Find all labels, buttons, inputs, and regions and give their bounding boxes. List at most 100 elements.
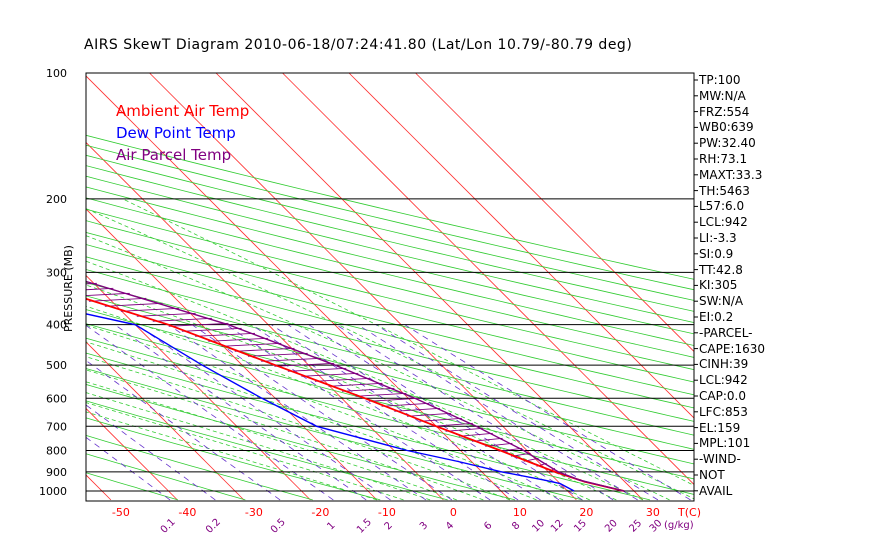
index-label: RH:73.1	[699, 152, 748, 166]
mixing-ratio-line	[335, 324, 614, 501]
moist-adiabat-line	[86, 305, 590, 501]
pressure-tick-label: 900	[46, 466, 67, 479]
cape-hatch-line	[86, 287, 114, 291]
index-label: KI:305	[699, 278, 738, 293]
dry-adiabat-line	[86, 453, 246, 501]
legend-parcel: Air Parcel Temp	[116, 146, 232, 164]
mixing-ratio-tick-label: 3	[418, 520, 430, 532]
bottom-temperature-tick-label: -50	[112, 506, 130, 519]
dry-adiabat-line	[86, 144, 694, 291]
cape-hatch-line	[287, 367, 347, 372]
index-label: LCL:942	[699, 215, 748, 230]
cape-hatch-line	[406, 412, 452, 417]
mixing-ratio-tick-label: 0.2	[204, 517, 223, 536]
cape-hatch-line	[0, 258, 11, 261]
isotherm-line	[149, 73, 577, 501]
mixing-ratio-tick-label: 12	[549, 518, 566, 535]
mixing-ratio-tick-label: 2	[383, 520, 395, 532]
series-line-air-parcel-temp	[86, 280, 625, 492]
mixing-ratio-line	[191, 324, 453, 501]
moist-adiabat-line	[86, 356, 511, 501]
mixing-ratio-line	[86, 436, 171, 501]
dry-adiabat-line	[86, 323, 694, 480]
bottom-temperature-tick-label: -30	[245, 506, 263, 519]
index-label: -PARCEL-	[699, 325, 753, 340]
cape-hatch-line	[152, 317, 213, 322]
bottom-temperature-tick-label: 30	[646, 506, 660, 519]
cape-hatch-line	[104, 302, 163, 307]
pressure-tick-label: 800	[46, 444, 67, 457]
index-label: -WIND-	[699, 452, 741, 467]
dry-adiabat-line	[86, 231, 694, 383]
pressure-tick-label: 200	[46, 193, 67, 206]
index-label: L57:6.0	[699, 199, 745, 214]
dry-adiabat-line	[86, 175, 694, 323]
index-label: MW:N/A	[699, 88, 746, 103]
cape-hatch-line	[394, 407, 441, 412]
index-label: SW:N/A	[699, 294, 744, 309]
legend-dewpoint: Dew Point Temp	[116, 124, 236, 142]
cape-hatch-line	[381, 402, 430, 407]
plot-frame	[85, 72, 695, 502]
index-label: FRZ:554	[699, 104, 750, 119]
dry-adiabat-line	[86, 165, 694, 312]
moist-adiabat-line	[86, 381, 457, 501]
moist-adiabat-line	[86, 260, 644, 501]
index-label: LI:-3.3	[699, 231, 737, 245]
mixing-ratio-tick-label: 20	[603, 518, 620, 535]
chart-title: AIRS SkewT Diagram 2010-06-18/07:24:41.8…	[84, 37, 633, 53]
isotherm-line	[86, 75, 511, 501]
moist-adiabat-line	[86, 208, 694, 500]
isotherm-line	[215, 73, 644, 501]
temperature-unit-label: T(C)	[677, 506, 701, 519]
index-label: WB0:639	[699, 120, 754, 135]
pressure-tick-label: 700	[46, 420, 67, 433]
y-axis-label: PRESSURE (MB)	[62, 245, 75, 332]
cape-hatch-line	[195, 332, 255, 337]
index-label: AVAIL	[699, 483, 733, 498]
pressure-tick-label: 600	[46, 392, 67, 405]
cape-hatch-line	[445, 427, 484, 432]
pressure-tick-label: 100	[46, 67, 67, 80]
pressure-tick-label: 400	[46, 319, 67, 332]
index-label: TP:100	[699, 73, 741, 87]
index-label: LCL:942	[699, 373, 748, 388]
cape-hatch-line	[86, 282, 97, 285]
moist-adiabat-line	[86, 411, 378, 501]
mixing-ratio-line	[251, 324, 519, 501]
cape-hatch-line	[458, 432, 493, 437]
mixing-ratio-tick-label: 10	[530, 518, 547, 535]
dry-adiabat-line	[86, 352, 650, 501]
bottom-temperature-tick-label: -20	[311, 506, 329, 519]
series-line-dew-point-temp	[86, 313, 575, 492]
dry-adiabat-line	[86, 208, 694, 358]
mixing-ratio-line	[357, 324, 638, 501]
dry-adiabat-line	[86, 417, 381, 501]
bottom-temperature-tick-label: 10	[513, 506, 527, 519]
dry-adiabat-line	[86, 220, 694, 371]
cape-hatch-line	[274, 362, 335, 367]
cape-hatch-line	[419, 417, 462, 422]
dry-adiabat-line	[86, 154, 694, 301]
pressure-tick-label: 300	[46, 266, 67, 279]
mixing-ratio-tick-label: 1.5	[355, 517, 374, 536]
index-label: CINH:39	[699, 357, 749, 372]
isotherm-line	[0, 73, 44, 500]
mixing-ratio-tick-label: 0.5	[269, 517, 288, 536]
moist-adiabat-line	[86, 369, 484, 501]
pressure-tick-label: 500	[46, 359, 67, 372]
cape-hatch-line	[261, 357, 322, 362]
cape-hatch-line	[342, 387, 395, 392]
isotherm-line	[282, 73, 694, 486]
index-label: MAXT:33.3	[699, 167, 763, 182]
dry-adiabat-line	[86, 309, 694, 465]
index-label: EI:0.2	[699, 310, 734, 324]
mixing-ratio-tick-label: 30	[648, 518, 665, 535]
index-label: EL:159	[699, 420, 741, 435]
moist-adiabat-line	[86, 235, 670, 501]
cape-hatch-line	[368, 397, 419, 402]
mixing-ratio-line	[86, 359, 281, 501]
dry-adiabat-line	[86, 337, 694, 495]
mixing-ratio-tick-label: 6	[482, 520, 494, 532]
